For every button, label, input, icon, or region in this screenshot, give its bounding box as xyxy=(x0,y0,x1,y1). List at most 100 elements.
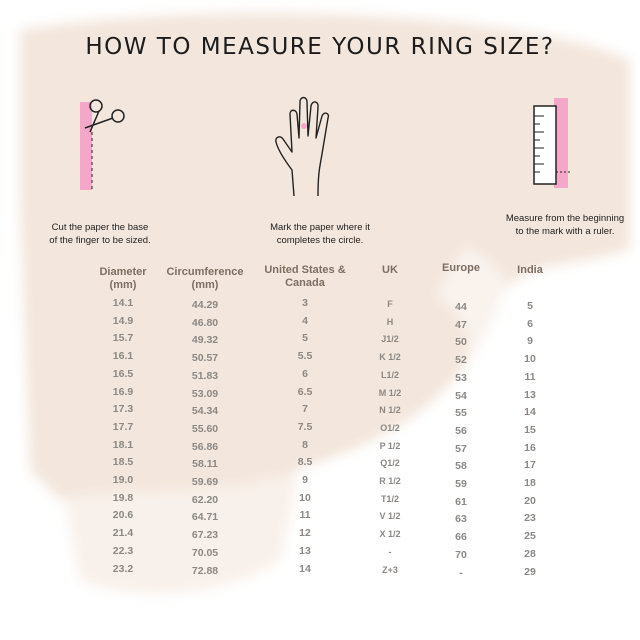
table-cell: 14 xyxy=(524,406,536,419)
table-cell: 56.86 xyxy=(191,440,219,453)
table-cell: 67.23 xyxy=(191,529,219,542)
table-cell: 63 xyxy=(455,513,467,526)
caption-line: Measure from the beginning xyxy=(505,213,625,224)
table-cell: 51.83 xyxy=(191,369,219,382)
scissors-paper-icon xyxy=(80,99,125,190)
table-cell: 44 xyxy=(455,301,467,313)
table-cell: 62.20 xyxy=(191,493,219,506)
column-header: Diameter (mm) xyxy=(99,266,146,292)
table-cell: 17.7 xyxy=(112,420,134,433)
page-title: HOW TO MEASURE YOUR RING SIZE? xyxy=(85,34,555,60)
step-2-caption: Mark the paper where it completes the ci… xyxy=(250,221,390,247)
table-cell: 8.5 xyxy=(297,456,313,469)
table-cell: 61 xyxy=(455,495,467,508)
table-cell: 50.57 xyxy=(191,352,219,365)
table-cell: 66 xyxy=(455,531,467,544)
table-cell: 3 xyxy=(302,297,308,309)
table-cell: 16.5 xyxy=(112,367,134,380)
table-cell: H xyxy=(386,316,394,327)
table-cell: 6 xyxy=(527,317,533,330)
table-cell: 5 xyxy=(302,332,308,345)
table-cell: 23 xyxy=(524,512,536,525)
table-cell: 46.80 xyxy=(191,316,219,329)
caption-line: Mark the paper where it xyxy=(270,222,370,233)
table-cell: P 1/2 xyxy=(379,440,401,451)
caption-line: to the mark with a ruler. xyxy=(515,226,615,237)
table-cell: 29 xyxy=(524,565,536,578)
table-cell: 23.2 xyxy=(112,562,134,575)
table-cell: 53.09 xyxy=(191,387,219,400)
table-cell: 50 xyxy=(455,336,467,349)
table-cell: 47 xyxy=(455,318,467,331)
table-cell: 5 xyxy=(527,300,533,312)
column-header-line: Canada xyxy=(285,277,325,289)
table-cell: J1/2 xyxy=(381,334,399,345)
table-cell: V 1/2 xyxy=(379,511,401,522)
table-cell: 4 xyxy=(302,314,308,327)
column-header-line: United States & xyxy=(264,264,346,276)
table-cell: K 1/2 xyxy=(379,352,401,363)
table-cell: 14.1 xyxy=(112,297,134,309)
table-cell: 19.0 xyxy=(112,474,134,486)
table-cell: 55.60 xyxy=(191,422,219,435)
table-cell: 11 xyxy=(299,509,311,522)
table-cell: 6.5 xyxy=(297,385,313,398)
table-cell: 14 xyxy=(299,562,311,575)
table-cell: 13 xyxy=(299,544,311,557)
table-cell: 7.5 xyxy=(297,420,313,433)
table-cell: - xyxy=(459,566,463,579)
table-cell: 6 xyxy=(302,367,308,380)
caption-line: completes the circle. xyxy=(276,235,364,246)
table-cell: 16 xyxy=(524,441,536,454)
column-header-line: Europe xyxy=(442,262,480,274)
caption-line: Cut the paper the base xyxy=(51,222,149,233)
table-cell: 21.4 xyxy=(112,527,134,540)
table-cell: 25 xyxy=(524,530,536,543)
table-cell: 16.1 xyxy=(112,350,134,363)
table-cell: 20.6 xyxy=(112,509,134,522)
table-cell: 10 xyxy=(524,353,536,366)
table-cell: 19.8 xyxy=(112,491,134,504)
table-cell: 18.1 xyxy=(112,438,134,451)
step-3-caption: Measure from the beginning to the mark w… xyxy=(480,212,640,238)
column-header-line: India xyxy=(517,264,543,276)
column-header-line: Circumference xyxy=(166,266,244,278)
table-cell: 70.05 xyxy=(191,546,219,559)
table-cell: 14.9 xyxy=(112,314,134,327)
table-cell: Z+3 xyxy=(382,564,398,575)
table-cell: 53 xyxy=(455,371,467,384)
table-cell: 15 xyxy=(524,423,536,436)
table-cell: 56 xyxy=(455,424,467,437)
table-cell: R 1/2 xyxy=(379,476,401,486)
table-cell: 57 xyxy=(455,442,467,455)
table-cell: 64.71 xyxy=(191,511,219,524)
table-cell: L1/2 xyxy=(380,369,400,380)
table-cell: 9 xyxy=(527,335,533,348)
step-1-caption: Cut the paper the base of the finger to … xyxy=(30,221,170,247)
table-cell: 9 xyxy=(302,474,308,486)
table-cell: 59 xyxy=(455,478,467,490)
column-header-line: (mm) xyxy=(109,279,137,291)
table-cell: 7 xyxy=(302,403,308,416)
table-cell: 54 xyxy=(455,389,467,402)
table-cell: 72.88 xyxy=(191,564,219,577)
column-header-line: UK xyxy=(382,264,398,276)
table-cell: 49.32 xyxy=(191,334,219,347)
table-cell: F xyxy=(387,299,393,309)
table-cell: 13 xyxy=(524,388,536,401)
table-cell: 8 xyxy=(302,438,308,451)
table-cell: Q1/2 xyxy=(380,458,400,469)
table-cell: 15.7 xyxy=(112,332,134,345)
table-cell: - xyxy=(388,546,392,557)
table-cell: 52 xyxy=(455,354,467,367)
table-cell: 18 xyxy=(524,477,536,489)
table-cell: 59.69 xyxy=(191,476,219,488)
table-cell: 58.11 xyxy=(192,458,218,471)
table-cell: 11 xyxy=(524,370,536,383)
column-header: UK xyxy=(382,264,398,277)
column-header-line: (mm) xyxy=(191,279,219,291)
table-cell: 17.3 xyxy=(112,403,134,416)
table-cell: N 1/2 xyxy=(379,405,401,416)
caption-line: of the finger to be sized. xyxy=(49,235,151,246)
